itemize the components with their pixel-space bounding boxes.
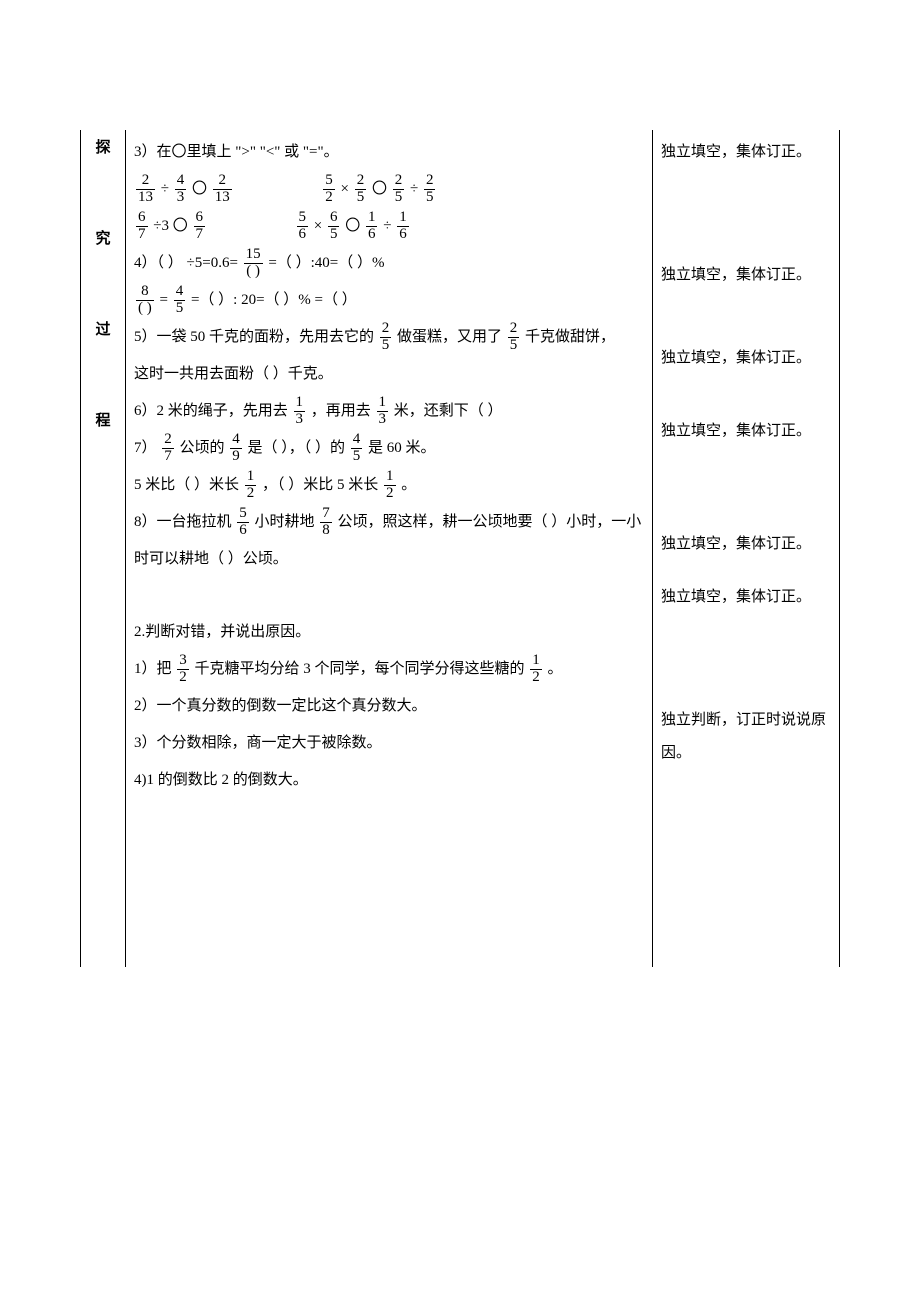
text: 是 60 米。 — [368, 440, 436, 456]
q3-row2: 67 ÷3 〇 67 56 × 65 〇 16 ÷ 16 — [134, 210, 644, 243]
fraction: 25 — [424, 173, 436, 206]
text: 。 — [548, 661, 563, 677]
fraction: 213 — [136, 173, 155, 206]
circle: 〇 — [372, 181, 387, 197]
fraction: 45 — [174, 284, 186, 317]
text: 1）把 — [134, 661, 172, 677]
s2-4: 4)1 的倒数比 2 的倒数大。 — [134, 764, 644, 797]
op: ÷ — [410, 181, 418, 197]
fraction: 25 — [508, 321, 520, 354]
op: ÷ — [383, 218, 391, 234]
label-char: 过 — [89, 318, 117, 339]
q4-line2: 8( ) = 45 =（ ）: 20=（ ）% =（ ） — [134, 284, 644, 317]
fraction: 56 — [237, 506, 249, 539]
text: 4）（ ） ÷5=0.6= — [134, 255, 238, 271]
s2-1: 1）把 32 千克糖平均分给 3 个同学，每个同学分得这些糖的 12 。 — [134, 653, 644, 686]
page: 探 究 过 程 3）在〇里填上 ">" "<" 或 "="。 213 ÷ 43 … — [0, 0, 920, 1167]
op: ÷3 — [153, 218, 169, 234]
op: × — [314, 218, 322, 234]
circle: 〇 — [192, 181, 207, 197]
fraction: 32 — [177, 653, 189, 686]
fraction: 67 — [194, 210, 206, 243]
fraction: 12 — [530, 653, 542, 686]
q3-row1: 213 ÷ 43 〇 213 52 × 25 〇 25 ÷ 25 — [134, 173, 644, 206]
s2-2: 2）一个真分数的倒数一定比这个真分数大。 — [134, 690, 644, 723]
text: =（ ）:40=（ ）% — [268, 255, 384, 271]
fraction: 45 — [351, 432, 363, 465]
text: 做蛋糕，又用了 — [397, 329, 502, 345]
notes-cell: 独立填空，集体订正。 独立填空，集体订正。 独立填空，集体订正。 独立填空，集体… — [653, 130, 840, 967]
content-cell: 3）在〇里填上 ">" "<" 或 "="。 213 ÷ 43 〇 213 52… — [126, 130, 653, 967]
fraction: 13 — [377, 395, 389, 428]
q3-intro: 3）在〇里填上 ">" "<" 或 "="。 — [134, 136, 644, 169]
layout-table: 探 究 过 程 3）在〇里填上 ">" "<" 或 "="。 213 ÷ 43 … — [80, 130, 840, 967]
text: 千克做甜饼， — [525, 329, 615, 345]
label-char: 究 — [89, 227, 117, 248]
text: 公顷的 — [180, 440, 229, 456]
text: 5）一袋 50 千克的面粉，先用去它的 — [134, 329, 374, 345]
text: 。 — [401, 477, 416, 493]
circle: 〇 — [173, 218, 188, 234]
text: 7） — [134, 440, 157, 456]
q7-line1: 7） 27 公顷的 49 是（ ），（ ）的 45 是 60 米。 — [134, 432, 644, 465]
fraction: 16 — [366, 210, 378, 243]
label-char: 探 — [89, 136, 117, 157]
note: 独立填空，集体订正。 — [661, 581, 831, 614]
q8-line2: 时可以耕地（ ）公顷。 — [134, 543, 644, 576]
fraction: 67 — [136, 210, 148, 243]
section2: 2.判断对错，并说出原因。 1）把 32 千克糖平均分给 3 个同学，每个同学分… — [134, 616, 644, 797]
fraction: 78 — [320, 506, 332, 539]
row-label-cell: 探 究 过 程 — [81, 130, 126, 967]
q8-line1: 8）一台拖拉机 56 小时耕地 78 公顷，照这样，耕一公顷地要（ ）小时，一小 — [134, 506, 644, 539]
text: ，再用去 — [311, 403, 371, 419]
s2-3: 3）个分数相除，商一定大于被除数。 — [134, 727, 644, 760]
text: 米，还剩下（ ） — [394, 403, 503, 419]
s2-title: 2.判断对错，并说出原因。 — [134, 616, 644, 649]
circle: 〇 — [345, 218, 360, 234]
q4-line1: 4）（ ） ÷5=0.6= 15( ) =（ ）:40=（ ）% — [134, 247, 644, 280]
q7-line2: 5 米比（ ）米长 12 ，（ ）米比 5 米长 12 。 — [134, 469, 644, 502]
text: 千克糖平均分给 3 个同学，每个同学分得这些糖的 — [195, 661, 525, 677]
fraction: 12 — [245, 469, 257, 502]
text: = — [160, 292, 168, 308]
text: 5 米比（ ）米长 — [134, 477, 239, 493]
fraction: 43 — [175, 173, 187, 206]
note: 独立填空，集体订正。 — [661, 528, 831, 561]
fraction: 15( ) — [244, 247, 263, 280]
text: ，（ ）米比 5 米长 — [262, 477, 378, 493]
note: 独立填空，集体订正。 — [661, 259, 831, 292]
note: 独立填空，集体订正。 — [661, 342, 831, 375]
fraction: 16 — [397, 210, 409, 243]
text: 是（ ），（ ）的 — [248, 440, 349, 456]
q6: 6）2 米的绳子，先用去 13 ，再用去 13 米，还剩下（ ） — [134, 395, 644, 428]
q5-line1: 5）一袋 50 千克的面粉，先用去它的 25 做蛋糕，又用了 25 千克做甜饼， — [134, 321, 644, 354]
fraction: 65 — [328, 210, 340, 243]
fraction: 25 — [380, 321, 392, 354]
note: 独立填空，集体订正。 — [661, 415, 831, 448]
note: 独立判断，订正时说说原因。 — [661, 704, 831, 770]
op: ÷ — [161, 181, 169, 197]
fraction: 13 — [294, 395, 306, 428]
fraction: 56 — [297, 210, 309, 243]
op: × — [341, 181, 349, 197]
text: 小时耕地 — [255, 514, 315, 530]
text: =（ ）: 20=（ ）% =（ ） — [191, 292, 357, 308]
fraction: 12 — [384, 469, 396, 502]
fraction: 49 — [230, 432, 242, 465]
fraction: 25 — [393, 173, 405, 206]
fraction: 213 — [213, 173, 232, 206]
q5-line2: 这时一共用去面粉（ ）千克。 — [134, 358, 644, 391]
fraction: 52 — [323, 173, 335, 206]
note: 独立填空，集体订正。 — [661, 136, 831, 169]
fraction: 8( ) — [136, 284, 154, 317]
fraction: 27 — [162, 432, 174, 465]
fraction: 25 — [355, 173, 367, 206]
text: 8）一台拖拉机 — [134, 514, 232, 530]
text: 公顷，照这样，耕一公顷地要（ ）小时，一小 — [338, 514, 642, 530]
label-char: 程 — [89, 409, 117, 430]
text: 6）2 米的绳子，先用去 — [134, 403, 288, 419]
